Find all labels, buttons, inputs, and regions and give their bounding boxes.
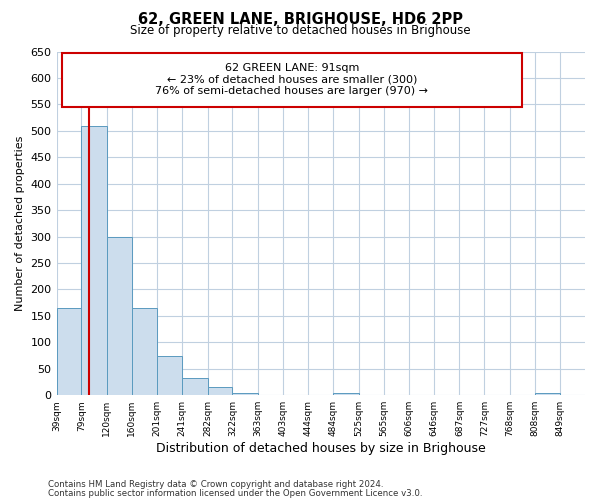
Text: 62, GREEN LANE, BRIGHOUSE, HD6 2PP: 62, GREEN LANE, BRIGHOUSE, HD6 2PP — [137, 12, 463, 28]
Text: 62 GREEN LANE: 91sqm
← 23% of detached houses are smaller (300)
76% of semi-deta: 62 GREEN LANE: 91sqm ← 23% of detached h… — [155, 63, 428, 96]
Bar — [107, 236, 132, 395]
X-axis label: Distribution of detached houses by size in Brighouse: Distribution of detached houses by size … — [156, 442, 485, 455]
Bar — [132, 308, 157, 395]
Text: Size of property relative to detached houses in Brighouse: Size of property relative to detached ho… — [130, 24, 470, 37]
FancyBboxPatch shape — [62, 52, 521, 107]
Bar — [535, 392, 560, 395]
Bar — [182, 378, 208, 395]
Bar — [232, 392, 258, 395]
Bar — [157, 356, 182, 395]
Bar — [333, 392, 359, 395]
Bar — [208, 388, 232, 395]
Bar — [82, 126, 107, 395]
Text: Contains public sector information licensed under the Open Government Licence v3: Contains public sector information licen… — [48, 488, 422, 498]
Y-axis label: Number of detached properties: Number of detached properties — [15, 136, 25, 311]
Text: Contains HM Land Registry data © Crown copyright and database right 2024.: Contains HM Land Registry data © Crown c… — [48, 480, 383, 489]
Bar — [56, 308, 82, 395]
